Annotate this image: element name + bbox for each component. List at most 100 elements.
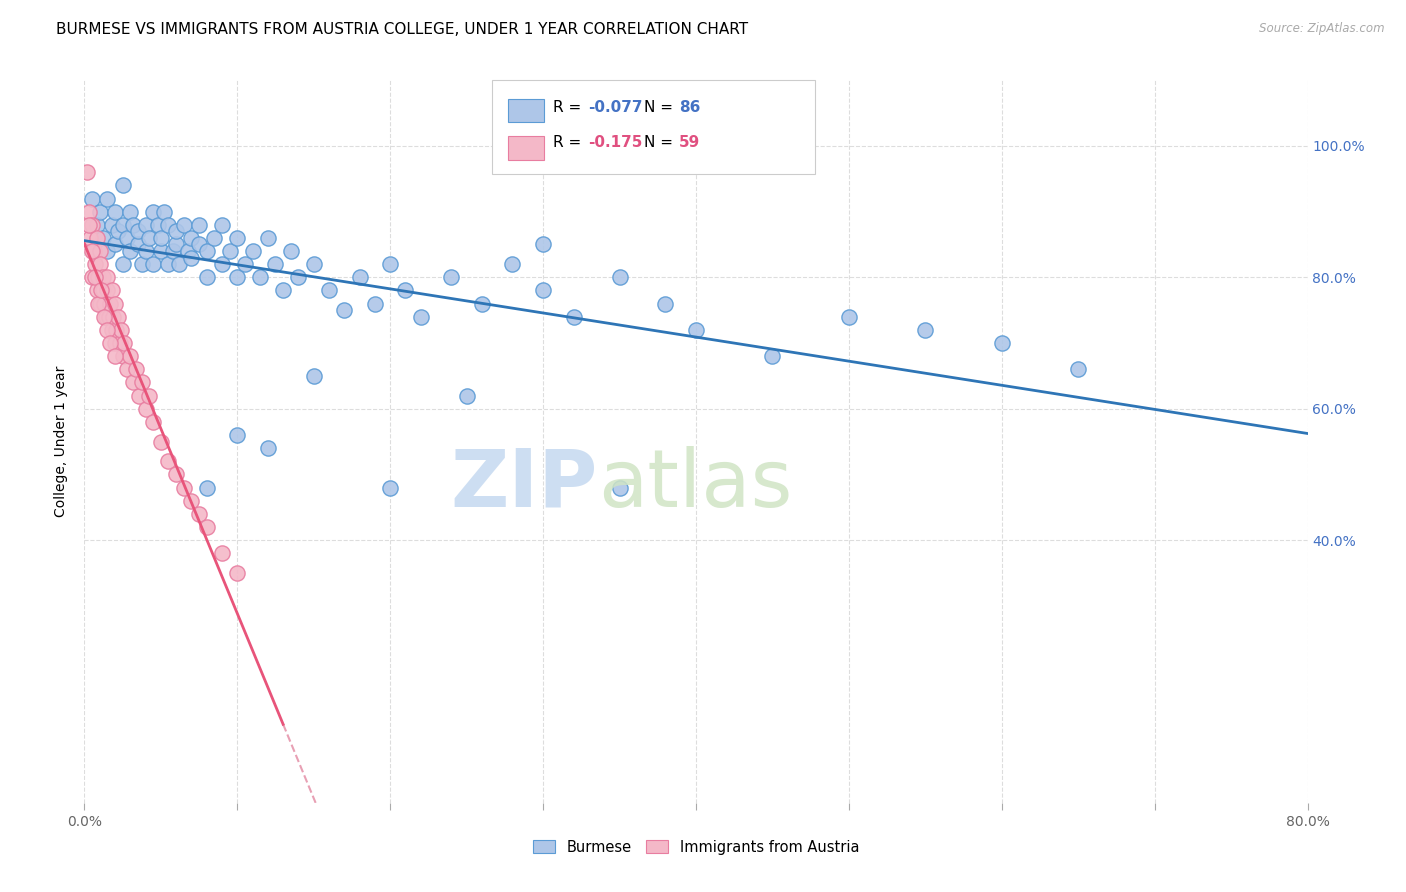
Point	[165, 224, 187, 238]
Point	[111, 178, 134, 193]
Point	[89, 296, 111, 310]
Point	[456, 388, 478, 402]
Point	[914, 323, 936, 337]
Point	[609, 270, 631, 285]
Text: atlas: atlas	[598, 446, 793, 524]
Text: N =: N =	[644, 136, 678, 150]
Point	[112, 336, 135, 351]
Point	[202, 231, 225, 245]
Text: 59: 59	[679, 136, 700, 150]
Point	[394, 284, 416, 298]
Point	[226, 566, 249, 580]
Point	[77, 204, 100, 219]
Point	[89, 257, 111, 271]
Point	[79, 231, 101, 245]
Point	[91, 231, 114, 245]
Point	[188, 237, 211, 252]
Point	[101, 284, 124, 298]
Point	[107, 310, 129, 324]
Point	[80, 244, 103, 258]
Point	[94, 310, 117, 324]
Point	[531, 284, 554, 298]
Point	[226, 231, 249, 245]
Point	[104, 349, 127, 363]
Point	[142, 415, 165, 429]
Point	[142, 204, 165, 219]
Point	[83, 244, 105, 258]
Point	[838, 310, 860, 324]
Point	[131, 376, 153, 390]
Y-axis label: College, Under 1 year: College, Under 1 year	[55, 366, 69, 517]
Point	[87, 270, 110, 285]
Point	[142, 257, 165, 271]
Text: -0.077: -0.077	[588, 100, 643, 114]
Point	[80, 218, 103, 232]
Point	[120, 204, 142, 219]
Point	[380, 257, 402, 271]
Point	[96, 323, 118, 337]
Point	[131, 257, 153, 271]
Point	[122, 376, 145, 390]
Point	[302, 368, 325, 383]
Point	[138, 388, 160, 402]
Point	[502, 257, 524, 271]
Point	[1067, 362, 1090, 376]
Point	[211, 546, 233, 560]
Point	[115, 231, 138, 245]
Point	[149, 231, 172, 245]
Point	[280, 244, 302, 258]
Point	[287, 270, 309, 285]
Point	[242, 244, 264, 258]
Point	[349, 270, 371, 285]
Text: 86: 86	[679, 100, 700, 114]
Point	[195, 481, 218, 495]
Point	[609, 481, 631, 495]
Point	[115, 362, 138, 376]
Text: -0.175: -0.175	[588, 136, 643, 150]
Point	[531, 237, 554, 252]
Point	[188, 507, 211, 521]
Point	[125, 362, 148, 376]
Point	[271, 284, 294, 298]
Point	[135, 218, 157, 232]
Point	[302, 257, 325, 271]
Point	[233, 257, 256, 271]
Point	[80, 270, 103, 285]
Point	[257, 441, 280, 455]
Text: R =: R =	[553, 136, 586, 150]
Point	[93, 296, 115, 310]
Point	[440, 270, 463, 285]
Point	[89, 204, 111, 219]
Point	[177, 244, 200, 258]
Point	[101, 323, 124, 337]
Point	[87, 296, 110, 310]
Point	[157, 257, 180, 271]
Point	[135, 401, 157, 416]
Point	[80, 192, 103, 206]
Point	[104, 296, 127, 310]
Point	[103, 310, 125, 324]
Point	[761, 349, 783, 363]
Point	[138, 231, 160, 245]
Point	[165, 467, 187, 482]
Point	[86, 284, 108, 298]
Point	[257, 231, 280, 245]
Point	[180, 231, 202, 245]
Point	[188, 218, 211, 232]
Text: N =: N =	[644, 100, 678, 114]
Point	[218, 244, 240, 258]
Point	[135, 244, 157, 258]
Point	[165, 237, 187, 252]
Point	[180, 493, 202, 508]
Point	[149, 434, 172, 449]
Point	[90, 284, 112, 298]
Point	[195, 270, 218, 285]
Legend: Burmese, Immigrants from Austria: Burmese, Immigrants from Austria	[527, 834, 865, 861]
Point	[167, 257, 190, 271]
Text: R =: R =	[553, 100, 586, 114]
Point	[685, 323, 707, 337]
Point	[86, 218, 108, 232]
Point	[104, 204, 127, 219]
Point	[264, 257, 287, 271]
Point	[380, 481, 402, 495]
